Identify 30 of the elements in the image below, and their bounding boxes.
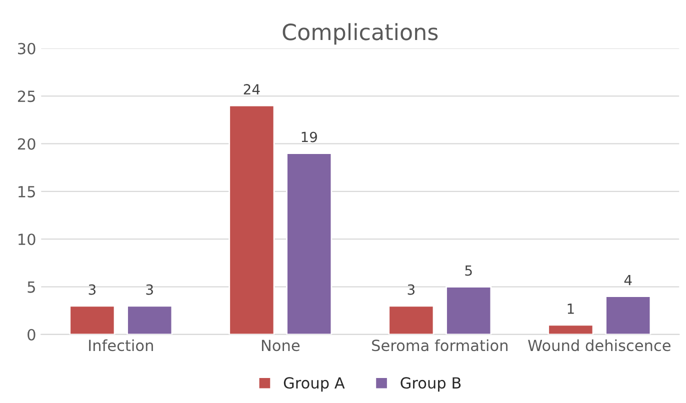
bar xyxy=(548,324,594,334)
legend-label: Group B xyxy=(400,377,461,392)
bar xyxy=(388,305,434,334)
bar xyxy=(286,152,332,334)
x-tick-label: None xyxy=(262,340,300,352)
bar xyxy=(126,305,173,334)
data-label: 4 xyxy=(624,274,632,286)
bar xyxy=(69,305,116,334)
x-tick-label: Wound dehiscence xyxy=(528,339,670,352)
y-tick-label: 25 xyxy=(18,90,35,102)
y-tick-label: 30 xyxy=(18,42,36,54)
data-label: 19 xyxy=(302,132,317,142)
y-tick-label: 15 xyxy=(18,186,35,198)
y-tick-label: 20 xyxy=(18,138,36,150)
bar xyxy=(228,104,275,334)
data-label: 3 xyxy=(146,284,153,295)
x-tick-label: Seroma formation xyxy=(372,339,508,352)
chart-title: Complications xyxy=(282,23,438,45)
data-label: 3 xyxy=(88,284,96,295)
data-label: 5 xyxy=(465,265,472,276)
data-label: 1 xyxy=(568,304,574,314)
legend-label: Group A xyxy=(284,377,345,392)
y-tick-label: 10 xyxy=(18,234,36,246)
bar xyxy=(605,296,652,334)
data-label: 24 xyxy=(244,84,260,94)
bar xyxy=(446,286,492,334)
x-tick-label: Infection xyxy=(89,339,153,352)
y-tick-label: 0 xyxy=(28,328,36,341)
y-tick-label: 5 xyxy=(28,281,35,293)
data-label: 3 xyxy=(408,284,414,295)
